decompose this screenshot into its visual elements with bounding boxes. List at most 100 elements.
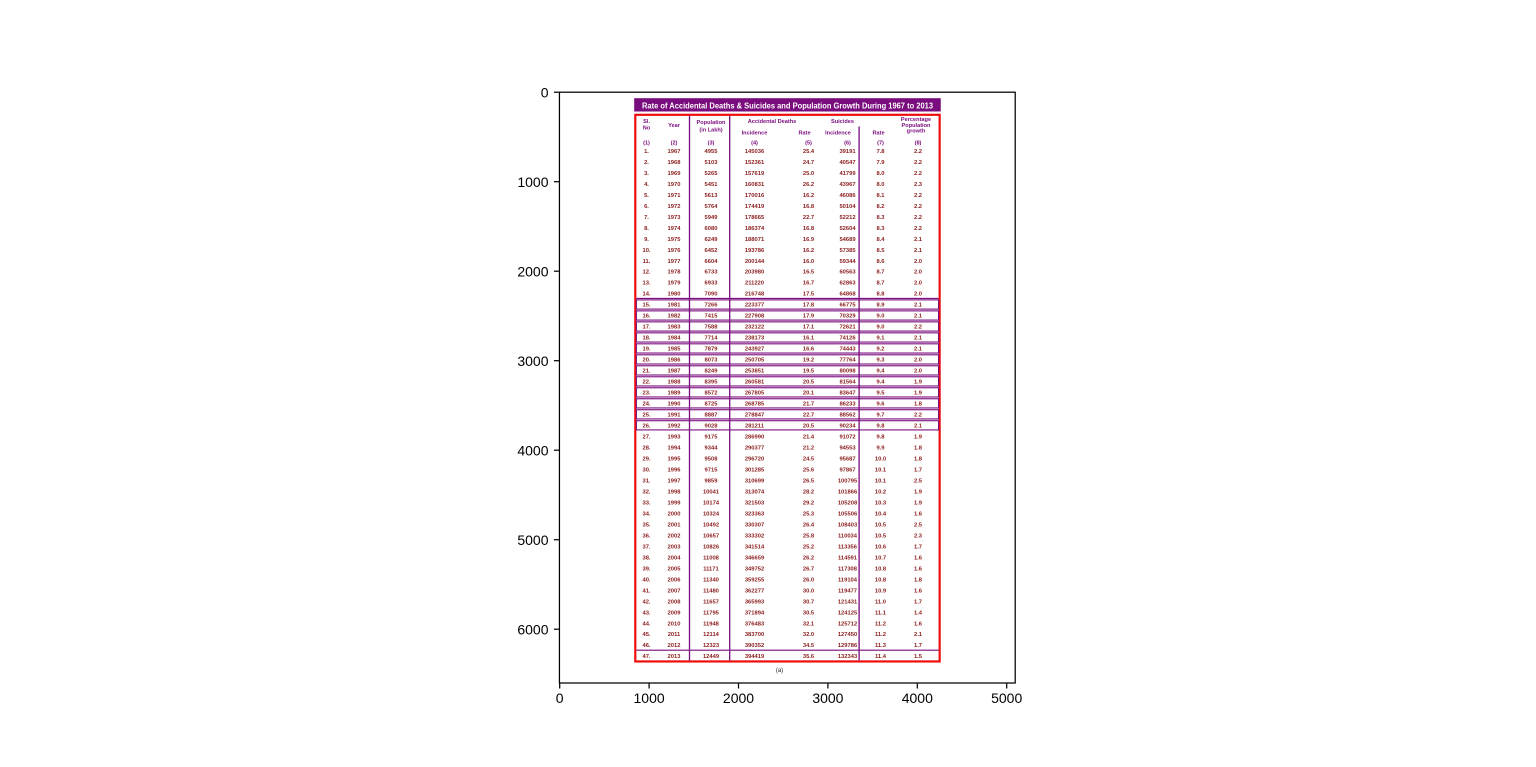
- svg-text:2008: 2008: [668, 599, 682, 605]
- svg-text:8.2: 8.2: [876, 204, 884, 210]
- svg-text:9.8: 9.8: [876, 424, 885, 430]
- svg-text:50104: 50104: [839, 204, 856, 210]
- svg-text:10.3: 10.3: [875, 500, 887, 506]
- svg-text:10492: 10492: [703, 522, 719, 528]
- svg-text:Population: Population: [697, 120, 726, 126]
- svg-text:243927: 243927: [745, 347, 764, 353]
- svg-text:8.0: 8.0: [876, 171, 884, 177]
- svg-text:16.0: 16.0: [803, 259, 814, 265]
- svg-text:32.0: 32.0: [803, 632, 814, 638]
- svg-text:8.9: 8.9: [876, 303, 885, 309]
- svg-text:323363: 323363: [745, 511, 765, 517]
- svg-text:2013: 2013: [668, 654, 682, 660]
- svg-text:2.3: 2.3: [914, 533, 923, 539]
- svg-text:74126: 74126: [839, 336, 856, 342]
- svg-text:129786: 129786: [838, 643, 858, 649]
- svg-text:1.6: 1.6: [914, 566, 923, 572]
- svg-text:(a): (a): [776, 668, 783, 674]
- svg-text:54689: 54689: [839, 237, 856, 243]
- svg-text:35.: 35.: [642, 522, 650, 528]
- svg-text:20.1: 20.1: [803, 391, 815, 397]
- svg-text:8395: 8395: [705, 380, 719, 386]
- svg-text:25.4: 25.4: [803, 149, 815, 155]
- svg-text:growth: growth: [907, 129, 926, 135]
- svg-text:6933: 6933: [705, 281, 719, 287]
- svg-text:22.7: 22.7: [803, 215, 814, 221]
- svg-text:1987: 1987: [668, 369, 681, 375]
- svg-text:6249: 6249: [705, 237, 719, 243]
- svg-text:100795: 100795: [838, 478, 858, 484]
- svg-text:(1): (1): [643, 140, 650, 146]
- svg-text:66775: 66775: [839, 303, 856, 309]
- svg-text:90234: 90234: [839, 424, 856, 430]
- svg-text:2011: 2011: [668, 632, 681, 638]
- svg-text:10.: 10.: [642, 248, 650, 254]
- svg-text:2.2: 2.2: [914, 193, 922, 199]
- svg-text:1973: 1973: [668, 215, 682, 221]
- svg-text:16.2: 16.2: [803, 193, 814, 199]
- svg-text:25.2: 25.2: [803, 544, 814, 550]
- svg-text:1.4: 1.4: [914, 610, 923, 616]
- svg-text:1971: 1971: [668, 193, 682, 199]
- svg-text:117308: 117308: [838, 566, 858, 572]
- svg-text:11.3: 11.3: [875, 643, 887, 649]
- svg-text:10826: 10826: [703, 544, 720, 550]
- svg-text:2.1: 2.1: [914, 424, 923, 430]
- svg-text:1.7: 1.7: [914, 544, 922, 550]
- svg-text:2.1: 2.1: [914, 632, 923, 638]
- svg-text:1974: 1974: [668, 226, 682, 232]
- svg-text:1967: 1967: [668, 149, 681, 155]
- svg-text:10.6: 10.6: [875, 544, 887, 550]
- svg-text:114591: 114591: [838, 555, 858, 561]
- svg-text:16.8: 16.8: [803, 204, 815, 210]
- svg-text:5.: 5.: [644, 193, 649, 199]
- svg-text:40547: 40547: [839, 160, 855, 166]
- svg-text:10324: 10324: [703, 511, 720, 517]
- svg-text:2.1: 2.1: [914, 336, 923, 342]
- svg-text:Percentage: Percentage: [901, 117, 931, 123]
- svg-text:25.0: 25.0: [803, 171, 814, 177]
- svg-text:2.2: 2.2: [914, 226, 922, 232]
- svg-text:349752: 349752: [745, 566, 764, 572]
- svg-text:17.5: 17.5: [803, 292, 815, 298]
- svg-text:121431: 121431: [838, 599, 858, 605]
- svg-text:8.7: 8.7: [876, 281, 884, 287]
- svg-text:1.6: 1.6: [914, 588, 923, 594]
- svg-text:Rate of Accidental Deaths & Su: Rate of Accidental Deaths & Suicides and…: [642, 102, 934, 111]
- svg-text:11.0: 11.0: [875, 599, 886, 605]
- svg-text:21.2: 21.2: [803, 445, 814, 451]
- svg-text:3.: 3.: [644, 171, 649, 177]
- svg-text:43967: 43967: [839, 182, 855, 188]
- svg-text:26.0: 26.0: [803, 577, 814, 583]
- svg-text:1.7: 1.7: [914, 599, 922, 605]
- svg-text:174419: 174419: [745, 204, 765, 210]
- svg-text:8.: 8.: [644, 226, 649, 232]
- svg-text:0: 0: [541, 84, 549, 100]
- svg-text:14.: 14.: [642, 292, 650, 298]
- svg-text:2.5: 2.5: [914, 522, 923, 528]
- svg-text:145036: 145036: [745, 149, 765, 155]
- svg-text:11.1: 11.1: [875, 610, 887, 616]
- svg-text:16.5: 16.5: [803, 270, 815, 276]
- svg-text:(7): (7): [877, 140, 884, 146]
- svg-text:25.3: 25.3: [803, 511, 815, 517]
- svg-text:4000: 4000: [902, 690, 933, 706]
- svg-text:26.2: 26.2: [803, 555, 814, 561]
- svg-text:26.4: 26.4: [803, 522, 815, 528]
- svg-text:2.1: 2.1: [914, 347, 923, 353]
- svg-text:17.8: 17.8: [803, 303, 815, 309]
- svg-text:83647: 83647: [839, 391, 855, 397]
- svg-text:127450: 127450: [838, 632, 857, 638]
- svg-text:390352: 390352: [745, 643, 764, 649]
- svg-text:10657: 10657: [703, 533, 719, 539]
- svg-text:124125: 124125: [838, 610, 858, 616]
- svg-text:20.: 20.: [642, 358, 650, 364]
- svg-text:64868: 64868: [839, 292, 856, 298]
- svg-text:(5): (5): [805, 140, 812, 146]
- svg-text:2012: 2012: [668, 643, 681, 649]
- svg-text:5949: 5949: [705, 215, 719, 221]
- svg-text:296720: 296720: [745, 456, 764, 462]
- svg-text:31.: 31.: [642, 478, 650, 484]
- svg-text:394419: 394419: [745, 654, 765, 660]
- svg-text:341514: 341514: [745, 544, 765, 550]
